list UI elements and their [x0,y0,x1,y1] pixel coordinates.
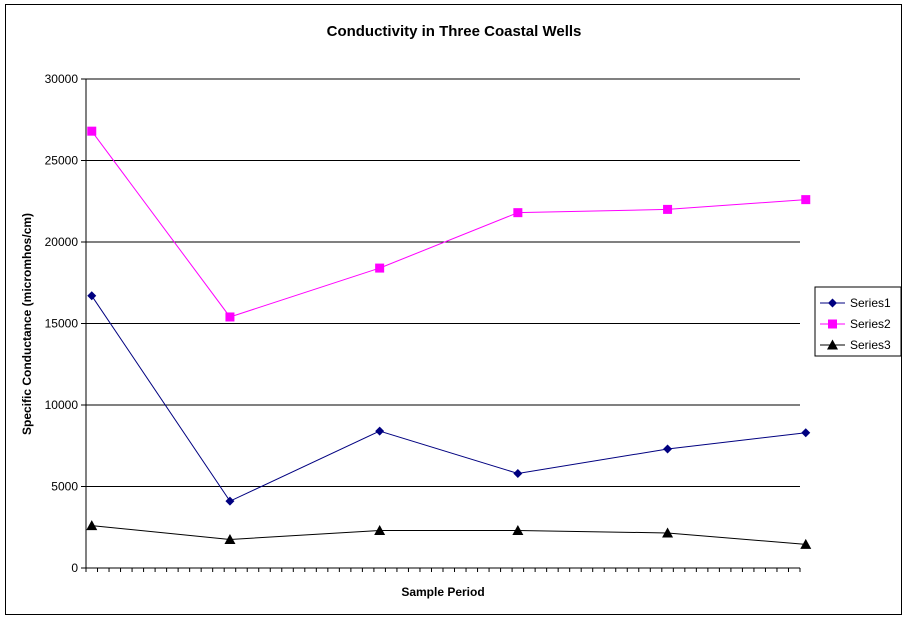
series-point [827,339,838,350]
series-line [91,130,806,318]
legend: Series1 Series2 Series3 [814,286,902,357]
y-tick-label: 10000 [45,398,79,412]
legend-entry: Series3 [820,338,891,352]
series-point [828,319,837,329]
y-tick-label: 15000 [45,317,79,331]
series-point [225,312,235,322]
series-point [663,204,673,214]
legend-entry: Series2 [820,317,891,331]
legend-label: Series3 [850,338,891,352]
legend-entry: Series1 [820,296,891,310]
series-3 [86,520,812,549]
legend-label: Series2 [850,317,891,331]
legend-label: Series1 [850,296,891,310]
series-2 [87,126,811,322]
y-tick-label: 25000 [45,154,79,168]
series-point [87,291,97,301]
series-point [375,263,385,273]
y-tick-label: 30000 [45,72,79,86]
series-point [801,195,811,205]
series-point [87,126,97,136]
chart-frame [5,4,902,615]
gridlines [86,78,800,487]
series-point [800,538,812,549]
series-point [801,428,811,438]
series-point [663,444,673,454]
series-point [225,496,235,506]
series-point [513,208,523,218]
series-point [512,525,524,536]
y-axis-title: Specific Conductance (micromhos/cm) [20,213,34,435]
series-point [375,426,385,436]
series-point [86,520,98,531]
series-line [91,525,806,545]
axes: 0 5000 10000 15000 20000 25000 30000 [45,72,801,575]
y-tick-label: 0 [71,561,78,575]
series-1 [87,291,811,506]
chart-title: Conductivity in Three Coastal Wells [327,23,582,40]
y-tick-label: 5000 [51,480,78,494]
series-point [662,527,674,538]
y-tick-label: 20000 [45,235,79,249]
series-point [828,298,837,308]
series-point [513,468,523,478]
series-point [224,533,236,544]
series-line [91,295,806,502]
series-plot [86,126,812,549]
series-point [374,525,386,536]
x-axis-title: Sample Period [401,585,484,599]
